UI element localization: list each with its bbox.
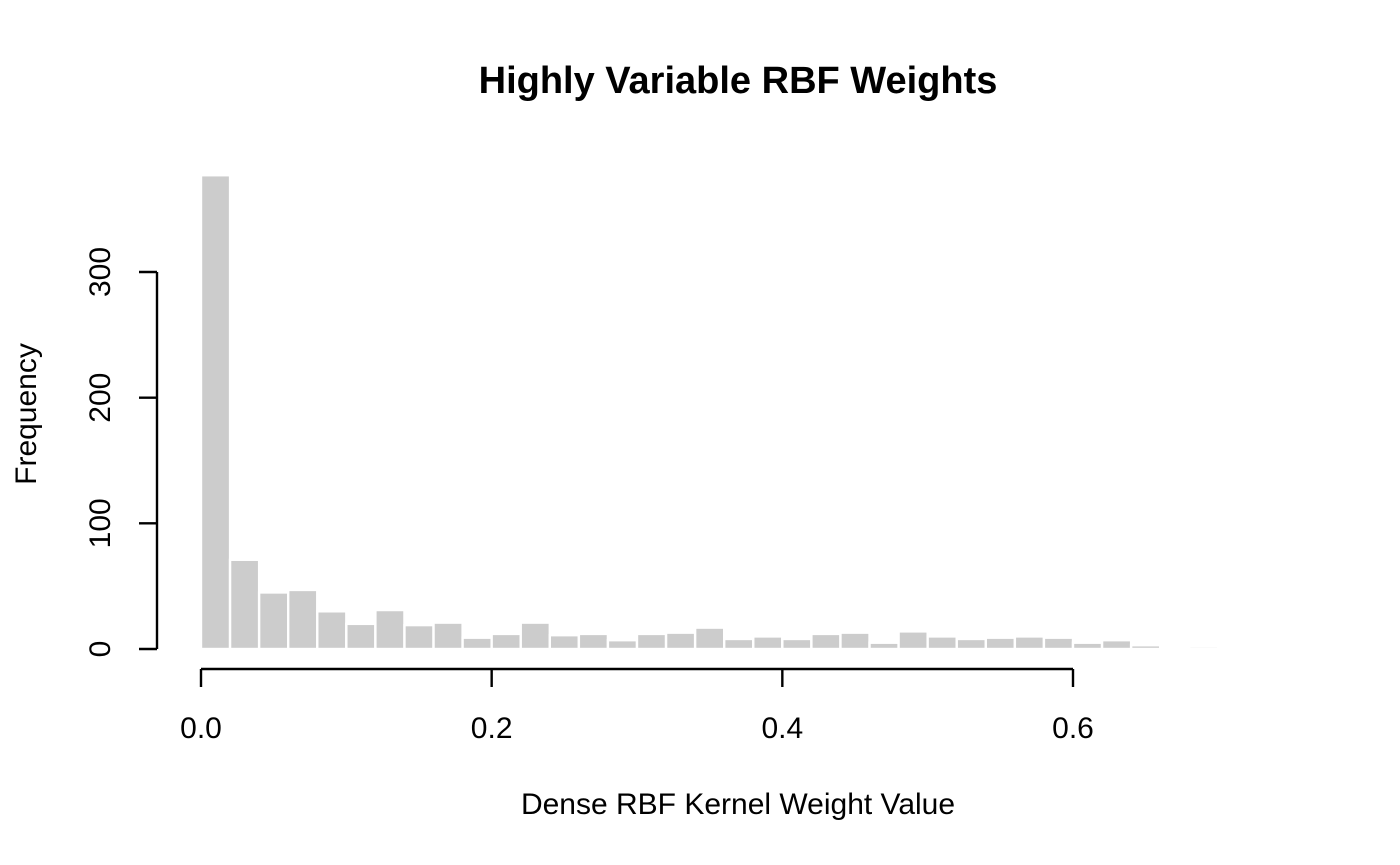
histogram-bar — [403, 623, 435, 651]
y-axis: 0 100 200 300 — [84, 247, 159, 658]
histogram-bar — [635, 632, 668, 651]
histogram-bar — [693, 626, 726, 651]
y-tick-label: 100 — [84, 498, 117, 548]
x-tick-label: 0.2 — [471, 712, 513, 745]
x-tick-label: 0.0 — [180, 712, 222, 745]
histogram-bar — [839, 631, 871, 651]
histogram-bars — [199, 174, 1249, 651]
histogram-bar — [781, 637, 813, 651]
histogram-bar — [519, 621, 552, 651]
histogram-bar — [955, 637, 988, 651]
histogram-bar — [723, 637, 755, 651]
histogram-bar — [1013, 635, 1046, 651]
histogram-bar — [664, 631, 697, 651]
histogram-bar — [1158, 646, 1191, 651]
histogram-bar — [461, 636, 493, 651]
x-axis-label: Dense RBF Kernel Weight Value — [521, 788, 955, 821]
y-tick-label: 0 — [84, 641, 117, 658]
y-axis-label: Frequency — [10, 343, 43, 485]
histogram-bar — [926, 635, 958, 651]
histogram-bar — [199, 174, 232, 651]
histogram-bar — [345, 622, 377, 651]
histogram-bar — [1188, 645, 1220, 651]
histogram-bar — [287, 588, 319, 651]
histogram-bar — [228, 558, 261, 651]
histogram-bar — [984, 636, 1017, 651]
histogram-bar — [752, 635, 784, 651]
x-tick-label: 0.4 — [761, 712, 803, 745]
y-tick-label: 300 — [84, 247, 117, 297]
chart-title: Highly Variable RBF Weights — [479, 60, 998, 102]
x-axis: 0.0 0.2 0.4 0.6 — [180, 667, 1094, 745]
histogram-bar — [1129, 644, 1162, 651]
histogram-bar — [1100, 639, 1133, 651]
histogram-bar — [257, 591, 290, 651]
histogram-bar — [868, 641, 900, 651]
histogram-bar — [577, 632, 610, 651]
histogram-bar — [810, 632, 842, 651]
histogram-bar — [374, 608, 406, 651]
histogram-bar — [432, 621, 464, 651]
histogram-bar — [490, 632, 522, 651]
histogram-bar — [897, 630, 929, 651]
x-tick-label: 0.6 — [1052, 712, 1094, 745]
histogram-bar — [1071, 641, 1104, 651]
histogram-bar — [1042, 636, 1075, 651]
histogram-bar — [1217, 646, 1249, 651]
y-tick-label: 200 — [84, 373, 117, 423]
histogram-bar — [606, 639, 639, 651]
histogram-bar — [548, 633, 581, 651]
histogram-bar — [316, 610, 348, 651]
